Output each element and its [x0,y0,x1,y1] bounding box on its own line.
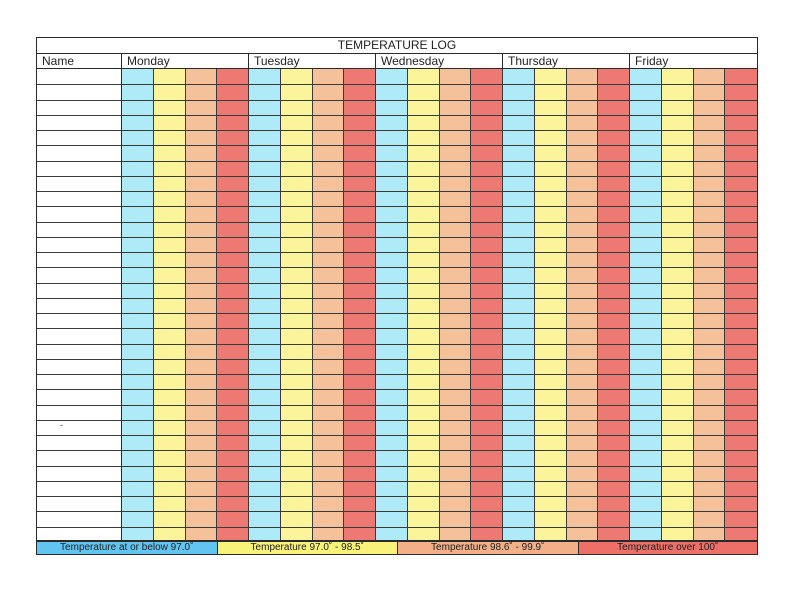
name-row-line [37,297,121,299]
name-row-line [37,221,121,223]
row-line [122,145,757,147]
row-line [122,297,757,299]
name-row-line [37,160,121,162]
name-row-line [37,99,121,101]
name-row-line [37,374,121,375]
thursday-orange-column [566,69,599,540]
legend-item-red: Temperature over 100˚ [577,541,758,555]
row-line [122,419,757,421]
name-row-line [37,404,121,406]
row-line [122,358,757,360]
temperature-grid [122,69,757,540]
day-header-tuesday: Tuesday [249,54,376,68]
name-header: Name [37,54,122,68]
row-line [122,191,757,192]
wednesday-yellow-column [407,69,440,540]
dash-mark: - [60,420,63,430]
wednesday-orange-column [439,69,472,540]
friday-yellow-column [661,69,694,540]
name-row-line [37,480,121,482]
row-line [122,465,757,467]
row-line [122,236,757,238]
name-row-line [37,511,121,513]
name-row-line [37,389,121,391]
name-row-line [37,465,121,467]
monday-orange-column [185,69,218,540]
row-line [122,450,757,452]
row-line [122,252,757,253]
row-line [122,114,757,116]
temperature-legend: Temperature at or below 97.0˚ Temperature… [36,541,758,555]
thursday-red-column [598,69,630,540]
thursday-blue-column [503,69,535,540]
tuesday-blue-column [249,69,281,540]
row-line [122,480,757,482]
row-line [122,435,757,436]
name-row-line [37,496,121,497]
row-line [122,160,757,162]
row-line [122,526,757,528]
row-line [122,496,757,497]
monday-blue-column [122,69,154,540]
legend-item-yellow: Temperature 97.0˚ - 98.5˚ [216,541,398,555]
name-row-line [37,114,121,116]
row-line [122,389,757,391]
thursday-yellow-column [534,69,567,540]
name-row-line [37,358,121,360]
tuesday-red-column [344,69,376,540]
day-header-thursday: Thursday [503,54,630,68]
name-row-line [37,84,121,86]
row-line [122,175,757,177]
wednesday-blue-column [376,69,408,540]
row-line [122,130,757,131]
tuesday-yellow-column [280,69,313,540]
row-line [122,511,757,513]
name-row-line [37,145,121,147]
header-row: Name Monday Tuesday Wednesday Thursday F… [37,54,757,69]
row-line [122,343,757,345]
row-line [122,99,757,101]
name-row-line [37,267,121,269]
name-row-line [37,175,121,177]
name-row-line [37,526,121,528]
name-column [37,69,122,540]
name-row-line [37,236,121,238]
sheet-title: TEMPERATURE LOG [37,38,757,54]
row-line [122,206,757,208]
friday-red-column [725,69,757,540]
row-line [122,404,757,406]
legend-item-orange: Temperature 98.6˚ - 99.9˚ [397,541,579,555]
name-row-line [37,191,121,192]
day-header-wednesday: Wednesday [376,54,503,68]
row-line [122,328,757,330]
name-row-line [37,343,121,345]
wednesday-red-column [471,69,503,540]
row-line [122,313,757,314]
row-line [122,84,757,86]
friday-blue-column [630,69,662,540]
tuesday-orange-column [312,69,345,540]
name-row-line [37,328,121,330]
name-row-line [37,252,121,253]
day-header-monday: Monday [122,54,249,68]
row-line [122,282,757,284]
name-row-line [37,435,121,436]
legend-item-blue: Temperature at or below 97.0˚ [36,541,218,555]
name-row-line [37,313,121,314]
name-row-line [37,206,121,208]
monday-yellow-column [153,69,186,540]
day-header-friday: Friday [635,54,669,68]
name-row-line [37,130,121,131]
row-line [122,374,757,375]
row-line [122,221,757,223]
name-row-line [37,419,121,421]
friday-orange-column [693,69,726,540]
monday-red-column [217,69,249,540]
name-row-line [37,450,121,452]
row-line [122,267,757,269]
name-row-line [37,282,121,284]
temperature-log-sheet: TEMPERATURE LOG Name Monday Tuesday Wedn… [36,37,758,541]
